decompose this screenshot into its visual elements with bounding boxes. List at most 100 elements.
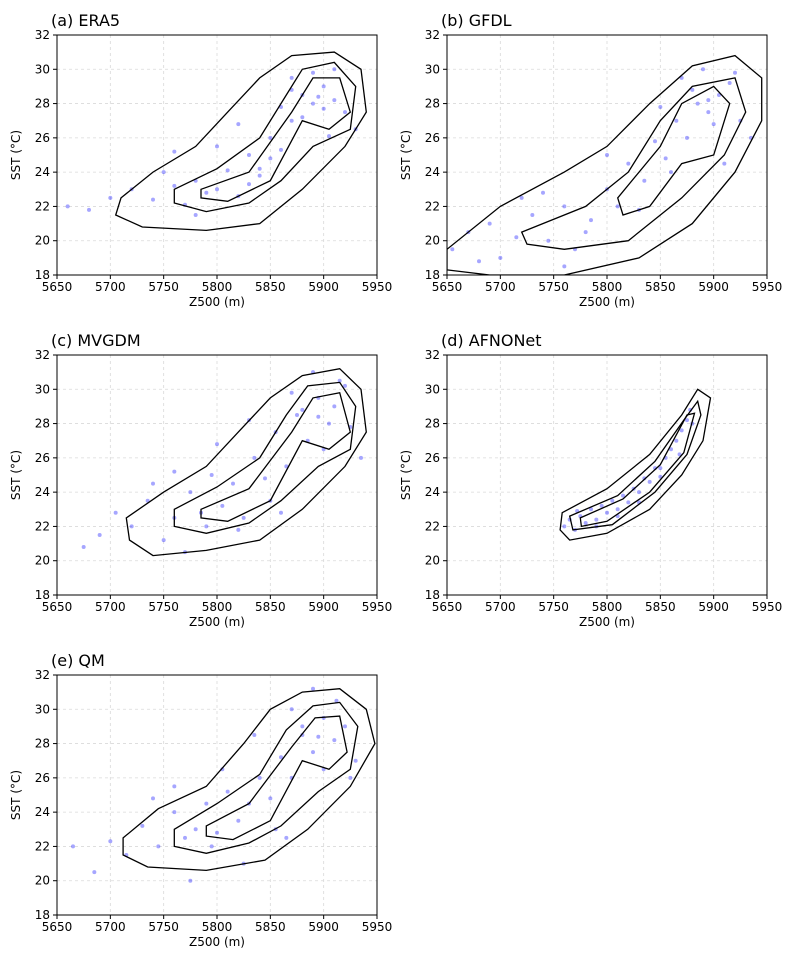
- x-tick-label: 5900: [698, 600, 729, 614]
- point: [621, 493, 625, 498]
- point: [477, 259, 481, 264]
- y-tick-label: 18: [35, 908, 50, 922]
- point: [321, 84, 326, 89]
- point: [677, 452, 682, 457]
- point: [236, 122, 241, 127]
- y-tick-label: 26: [35, 131, 50, 145]
- point: [514, 235, 519, 240]
- x-tick-label: 5700: [95, 280, 126, 294]
- point: [337, 378, 342, 383]
- x-tick-label: 5750: [538, 280, 569, 294]
- point: [172, 183, 177, 188]
- x-tick-label: 5950: [752, 600, 783, 614]
- point: [626, 161, 631, 166]
- x-tick-label: 5850: [255, 280, 286, 294]
- point: [257, 173, 262, 178]
- point: [204, 190, 209, 195]
- panel-title: (a) ERA5: [51, 11, 120, 30]
- y-tick-label: 20: [425, 554, 440, 568]
- point: [108, 839, 113, 844]
- point: [450, 247, 455, 252]
- x-tick-label: 5700: [485, 280, 516, 294]
- point: [316, 414, 321, 419]
- point: [172, 149, 177, 154]
- point: [204, 524, 209, 529]
- point: [204, 801, 209, 806]
- point: [151, 796, 155, 801]
- y-tick-label: 22: [35, 519, 50, 533]
- point: [241, 515, 246, 520]
- point: [220, 503, 225, 508]
- x-axis-label: Z500 (m): [189, 615, 245, 629]
- panel: 5650 5700 5750 5800 5850 5900 5950 18 20 22 24 26 28…: [9, 11, 392, 309]
- y-tick-label: 32: [425, 28, 440, 42]
- contour: [122, 688, 376, 872]
- y-tick-label: 22: [425, 519, 440, 533]
- y-tick-label: 18: [35, 588, 50, 602]
- point: [332, 404, 337, 409]
- y-tick-label: 24: [425, 165, 440, 179]
- point: [92, 870, 97, 875]
- contour: [125, 368, 367, 557]
- contour: [559, 388, 712, 541]
- x-tick-label: 5650: [42, 920, 73, 934]
- panel: 5650 5700 5750 5800 5850 5900 5950 18 20 22 24 26 28…: [399, 331, 782, 629]
- x-tick-label: 5950: [362, 920, 393, 934]
- panel-title: (d) AFNONet: [441, 331, 542, 350]
- point: [519, 195, 524, 200]
- y-tick-label: 30: [35, 382, 50, 396]
- x-tick-label: 5700: [485, 600, 516, 614]
- points: [65, 67, 358, 217]
- x-tick-label: 5800: [592, 280, 623, 294]
- x-axis-label: Z500 (m): [579, 615, 635, 629]
- point: [252, 455, 257, 460]
- panel: 5650 5700 5750 5800 5850 5900 5950 18 20 22 24 26 28…: [9, 331, 392, 629]
- contour: [173, 381, 357, 534]
- point: [300, 407, 305, 412]
- point: [647, 479, 652, 484]
- point: [332, 67, 337, 72]
- point: [295, 413, 299, 417]
- x-axis-label: Z500 (m): [189, 295, 245, 309]
- y-axis-label: SST (°C): [9, 770, 23, 820]
- y-tick-label: 24: [35, 805, 50, 819]
- point: [610, 498, 615, 503]
- point: [674, 438, 679, 443]
- point: [605, 510, 609, 515]
- y-tick-label: 28: [35, 97, 50, 111]
- y-tick-label: 22: [425, 199, 440, 213]
- point: [183, 835, 187, 840]
- point: [311, 686, 315, 691]
- y-tick-label: 20: [425, 234, 440, 248]
- point: [626, 500, 631, 505]
- contour: [114, 51, 367, 232]
- point: [316, 94, 321, 99]
- point: [359, 455, 363, 460]
- y-axis-label: SST (°C): [9, 450, 23, 500]
- point: [311, 101, 315, 106]
- point: [690, 87, 695, 92]
- point: [129, 524, 134, 529]
- point: [209, 473, 214, 477]
- point: [674, 118, 679, 123]
- y-tick-label: 30: [35, 702, 50, 716]
- x-tick-label: 5900: [308, 280, 339, 294]
- point: [487, 221, 492, 226]
- y-tick-label: 18: [35, 268, 50, 282]
- point: [546, 238, 551, 243]
- contour: [173, 61, 357, 213]
- point: [252, 733, 257, 737]
- y-tick-label: 28: [35, 737, 50, 751]
- y-tick-label: 18: [425, 588, 440, 602]
- x-tick-label: 5700: [95, 600, 126, 614]
- point: [311, 750, 315, 755]
- point: [300, 724, 305, 729]
- point: [701, 67, 705, 72]
- y-tick-label: 32: [35, 668, 50, 682]
- point: [268, 156, 273, 161]
- y-tick-label: 30: [425, 62, 440, 76]
- point: [562, 264, 567, 269]
- y-tick-label: 32: [425, 348, 440, 362]
- point: [215, 144, 219, 149]
